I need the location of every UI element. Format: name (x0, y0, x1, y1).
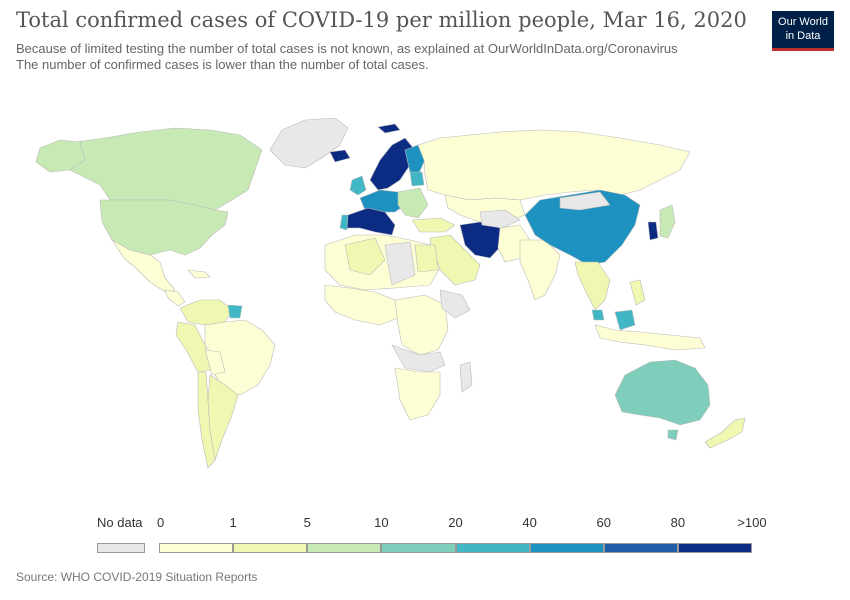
legend-swatch-bin[interactable] (381, 543, 456, 553)
country-alaska[interactable] (35, 139, 86, 173)
country-bolivia[interactable] (204, 349, 226, 376)
country-united-kingdom[interactable] (349, 175, 367, 196)
owid-logo[interactable]: Our World in Data (772, 11, 834, 51)
country-philippines[interactable] (629, 279, 646, 306)
legend-tick-label: 0 (157, 515, 165, 530)
country-turkey[interactable] (411, 217, 456, 233)
country-new-zealand[interactable] (704, 417, 746, 449)
country-southern-africa[interactable] (394, 367, 441, 421)
legend-swatch-bin[interactable] (159, 543, 234, 553)
logo-accent-bar (772, 48, 834, 51)
legend-tick-label: 40 (522, 515, 537, 530)
legend-tick-label: >100 (737, 515, 767, 530)
legend-tick-label: 1 (229, 515, 237, 530)
country-svalbard[interactable] (377, 123, 401, 134)
country-indonesia[interactable] (594, 324, 706, 351)
country-japan[interactable] (659, 204, 676, 239)
country-east-africa[interactable] (391, 344, 446, 373)
country-borneo[interactable] (614, 309, 636, 331)
logo-line1: Our World (778, 16, 828, 28)
country-central-africa[interactable] (394, 294, 449, 356)
country-argentina[interactable] (207, 374, 239, 461)
country-india[interactable] (519, 239, 561, 301)
legend-tick-label: 5 (303, 515, 311, 530)
legend-tick-label: 60 (596, 515, 611, 530)
country-finland[interactable] (404, 144, 426, 176)
country-south-korea[interactable] (647, 221, 659, 241)
country-southeast-asia[interactable] (574, 261, 611, 311)
country-horn-of-africa[interactable] (439, 289, 471, 319)
country-mexico[interactable] (111, 239, 176, 293)
country-west-africa[interactable] (324, 284, 399, 326)
country-eastern-europe[interactable] (397, 187, 429, 219)
country-portugal[interactable] (339, 214, 349, 231)
country-colombia-venezuela[interactable] (179, 299, 233, 326)
country-algeria[interactable] (344, 237, 386, 276)
chart-subtitle-line2: The number of confirmed cases is lower t… (16, 57, 429, 72)
legend-swatch-bin[interactable] (233, 543, 308, 553)
legend-swatch-bin[interactable] (677, 543, 752, 553)
country-iceland[interactable] (329, 149, 351, 163)
country-australia[interactable] (614, 359, 711, 426)
country-greenland[interactable] (269, 117, 349, 169)
logo-line2: in Data (785, 30, 821, 42)
country-canada[interactable] (47, 127, 263, 211)
legend-swatch-bin[interactable] (455, 543, 530, 553)
legend-swatch-no-data[interactable] (97, 543, 145, 553)
legend-label-no-data: No data (97, 515, 143, 530)
country-france-italy-spain[interactable] (344, 207, 396, 236)
country-peru[interactable] (175, 321, 213, 373)
legend-swatch-bin[interactable] (529, 543, 604, 553)
country-malaysia[interactable] (591, 309, 605, 321)
country-mongolia[interactable] (559, 191, 611, 211)
country-madagascar[interactable] (459, 361, 473, 393)
country-china[interactable] (524, 189, 641, 266)
legend-swatch-bin[interactable] (603, 543, 678, 553)
legend-tick-label: 80 (670, 515, 686, 530)
country-russia[interactable] (417, 129, 691, 201)
chart-title: Total confirmed cases of COVID-19 per mi… (16, 8, 747, 32)
country-central-asia[interactable] (479, 209, 521, 229)
country-egypt[interactable] (414, 244, 439, 273)
country-caribbean[interactable] (187, 269, 211, 279)
country-tasmania[interactable] (667, 429, 679, 441)
source-note: Source: WHO COVID-2019 Situation Reports (16, 570, 258, 584)
country-central-america[interactable] (164, 289, 186, 307)
legend-tick-label: 10 (374, 515, 389, 530)
legend-tick-label: 20 (448, 515, 463, 530)
chart-subtitle-line1: Because of limited testing the number of… (16, 41, 678, 56)
country-baltics[interactable] (409, 171, 425, 187)
country-libya[interactable] (384, 241, 416, 286)
country-guianas[interactable] (227, 304, 243, 319)
legend-swatch-bin[interactable] (307, 543, 382, 553)
